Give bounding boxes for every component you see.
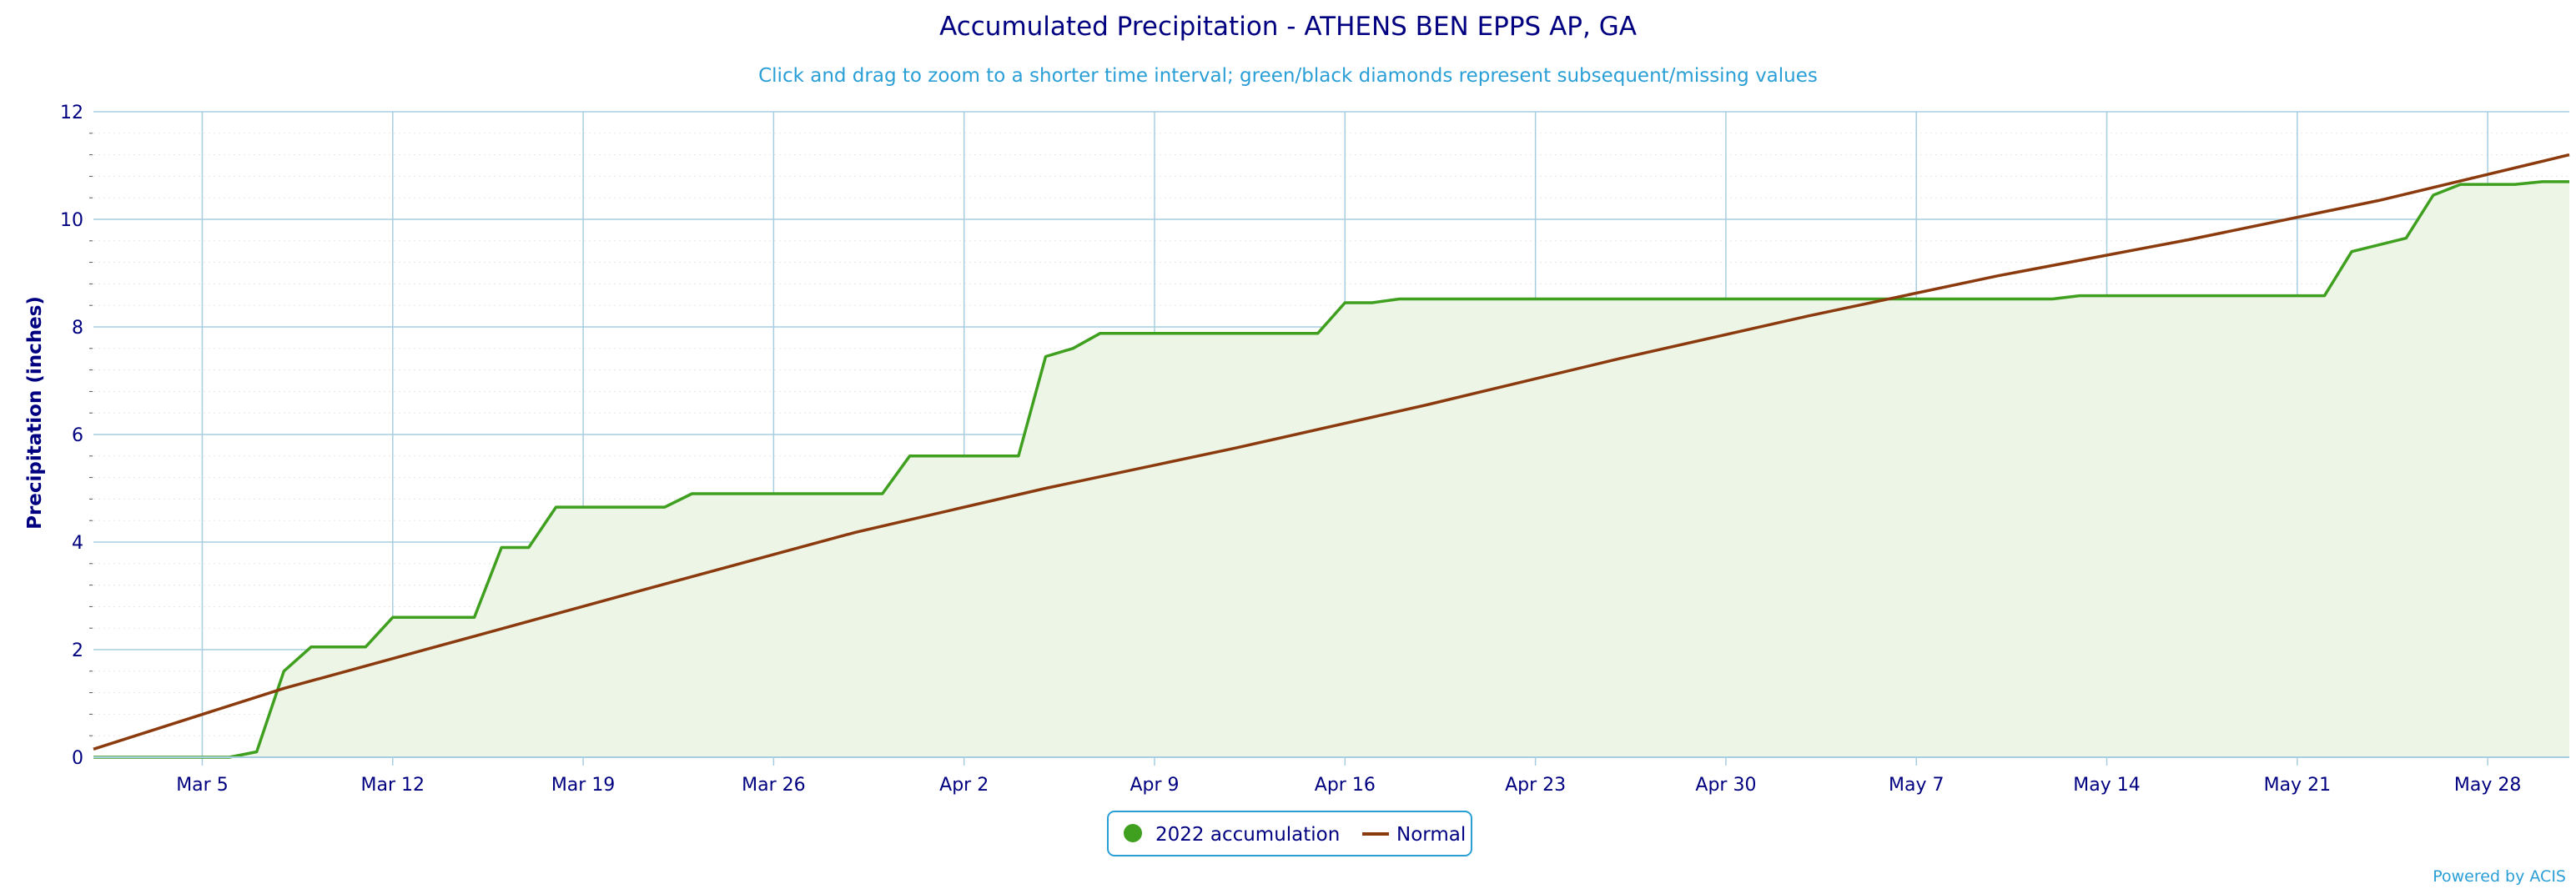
x-tick-label: May 21 [2264, 775, 2331, 796]
x-tick-label: Apr 2 [939, 775, 989, 796]
y-tick-label: 12 [60, 103, 83, 123]
powered-by-credit[interactable]: Powered by ACIS [2433, 867, 2566, 886]
accumulation-line [93, 180, 2569, 759]
chart-title: Accumulated Precipitation - ATHENS BEN E… [939, 12, 1637, 42]
x-tick-label: Mar 26 [742, 775, 806, 796]
x-tick-label: Mar 19 [551, 775, 616, 796]
y-tick-label: 4 [72, 533, 83, 554]
series-layer[interactable] [93, 153, 2570, 759]
legend[interactable]: 2022 accumulation Normal [1107, 811, 1472, 856]
legend-item-accumulation[interactable]: 2022 accumulation [1124, 824, 1340, 846]
legend-item-normal[interactable]: Normal [1362, 824, 1466, 846]
accumulation-area [93, 181, 2569, 757]
y-tick-label: 10 [60, 210, 83, 231]
x-tick-label: Apr 23 [1505, 775, 1566, 796]
x-tick-label: Apr 16 [1315, 775, 1376, 796]
y-tick-labels: 0 2 4 6 8 10 12 [60, 103, 83, 769]
y-tick-label: 6 [72, 425, 83, 446]
y-tick-label: 8 [72, 318, 83, 339]
y-tick-label: 0 [72, 748, 83, 769]
normal-line [93, 153, 2570, 751]
x-tick-label: May 28 [2454, 775, 2521, 796]
legend-marker-accumulation-icon [1124, 824, 1142, 842]
x-tick-label: Apr 30 [1695, 775, 1756, 796]
y-axis-label: Precipitation (inches) [24, 296, 46, 530]
legend-label-normal: Normal [1396, 824, 1466, 846]
x-tick-label: May 7 [1889, 775, 1944, 796]
x-tick-label: Apr 9 [1130, 775, 1179, 796]
x-tick-labels: Mar 5 Mar 12 Mar 19 Mar 26 Apr 2 Apr 9 Apr 16 A… [176, 775, 2521, 796]
y-tick-label: 2 [72, 640, 83, 661]
legend-label-accumulation: 2022 accumulation [1155, 824, 1340, 846]
x-tick-label: Mar 5 [176, 775, 229, 796]
legend-box [1107, 811, 1472, 856]
chart-subtitle: Click and drag to zoom to a shorter time… [758, 65, 1818, 87]
x-tick-label: Mar 12 [361, 775, 425, 796]
x-tick-label: May 14 [2073, 775, 2140, 796]
